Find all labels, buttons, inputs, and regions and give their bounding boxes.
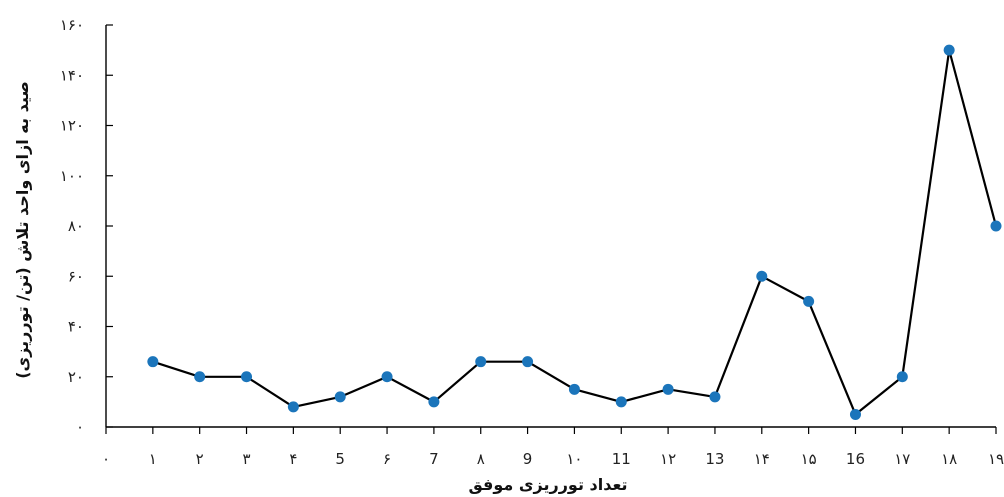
y-tick-label: ۱۴۰ <box>60 66 84 84</box>
data-point <box>990 220 1002 232</box>
y-tick-label: ۱۰۰ <box>60 167 84 185</box>
x-tick-label: ۲ <box>196 450 204 468</box>
data-point <box>756 270 768 282</box>
y-axis-title: صید به ازای واحد تلاش (تن/ تورریزی) <box>13 81 32 379</box>
x-tick-label: 11 <box>612 450 631 468</box>
y-tick-label: ۶۰ <box>68 267 84 285</box>
data-point <box>896 371 908 383</box>
x-tick-label: ۱۸ <box>941 450 957 468</box>
data-point <box>475 356 487 368</box>
data-point <box>194 371 206 383</box>
data-point <box>568 383 580 395</box>
x-tick-label: ۱ <box>149 450 157 468</box>
data-point <box>522 356 534 368</box>
data-point <box>849 408 861 420</box>
x-tick-label: 7 <box>429 450 439 468</box>
y-tick-label: ۱۶۰ <box>60 16 84 34</box>
y-tick-label: ۴۰ <box>68 318 84 336</box>
data-point <box>334 391 346 403</box>
data-point <box>803 295 815 307</box>
x-tick-label: ۱۹ <box>988 450 1004 468</box>
series-line-group <box>152 48 998 416</box>
x-axis-title: تعداد تورریزی موفق <box>468 475 627 494</box>
x-tick-label: 13 <box>705 450 724 468</box>
data-point <box>943 44 955 56</box>
y-tick-label: ۱۲۰ <box>60 117 84 135</box>
x-tick-label: 5 <box>335 450 345 468</box>
data-point <box>381 371 393 383</box>
data-point <box>709 391 721 403</box>
x-tick-label: ۱۷ <box>894 450 910 468</box>
x-tick-label: 16 <box>846 450 865 468</box>
y-tick-label: ۸۰ <box>68 217 84 235</box>
series-line <box>152 48 998 416</box>
data-point <box>662 383 674 395</box>
y-tick-label: ۰ <box>76 418 84 436</box>
data-point <box>147 356 159 368</box>
data-point <box>287 401 299 413</box>
x-tick-label: ۱۲ <box>660 450 676 468</box>
y-axis: ۰ ۲۰ ۴۰ ۶۰ ۸۰ ۱۰۰ ۱۲۰ ۱۴۰ ۱۶۰ <box>60 16 113 436</box>
x-axis: ۰ ۱ ۲ ۳ ۴ 5 ۶ 7 ۸ 9 ۱۰ 11 ۱۲ 13 ۱۴ ۱۵ 16 ۱۷ ۱۸ ۱۹ <box>102 426 1004 468</box>
data-point <box>428 396 440 408</box>
series-points-group <box>147 44 1002 420</box>
x-tick-label: ۳ <box>242 450 250 468</box>
data-point <box>615 396 627 408</box>
x-tick-label: ۰ <box>102 450 110 468</box>
x-tick-label: ۱۴ <box>754 450 770 468</box>
y-tick-label: ۲۰ <box>68 368 84 386</box>
x-tick-label: ۱۵ <box>801 450 817 468</box>
x-tick-label: ۶ <box>383 450 391 468</box>
x-tick-label: 9 <box>523 450 533 468</box>
x-tick-label: ۱۰ <box>566 450 582 468</box>
x-tick-label: ۸ <box>477 450 485 468</box>
data-point <box>241 371 253 383</box>
x-tick-label: ۴ <box>289 450 297 468</box>
